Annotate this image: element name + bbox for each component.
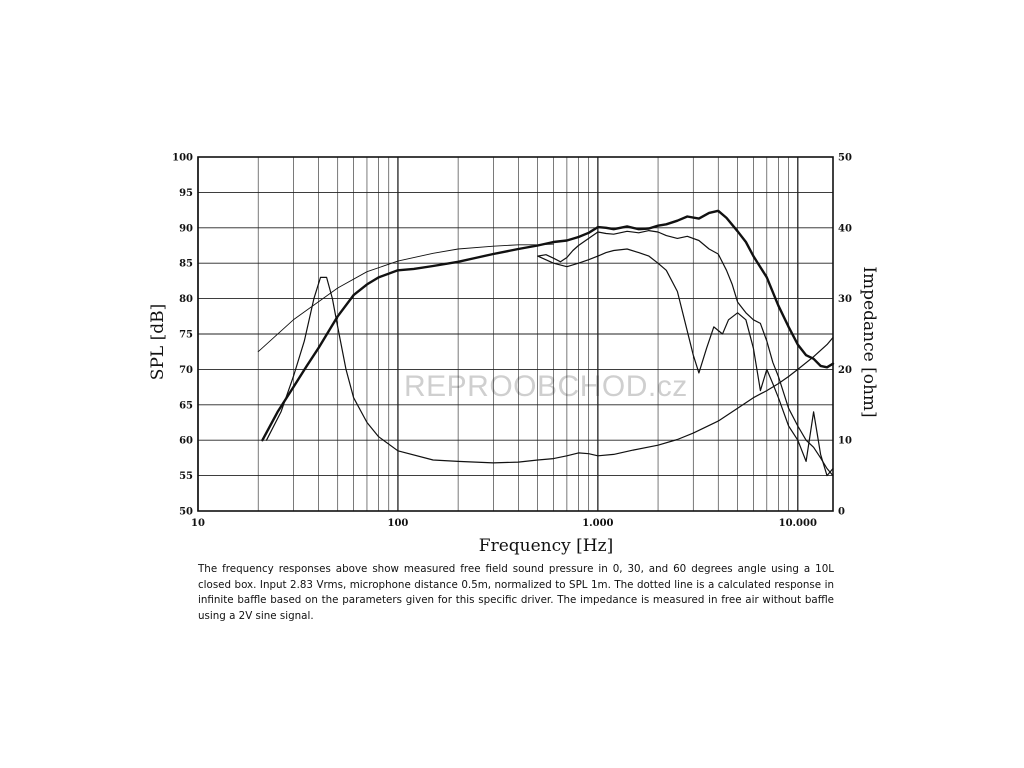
y2-tick-label: 0 xyxy=(838,507,845,518)
x-tick-label: 10 xyxy=(191,518,205,529)
chart-caption: The frequency responses above show measu… xyxy=(198,563,834,622)
spl-curve-4 xyxy=(257,243,554,353)
y2-tick-label: 40 xyxy=(838,223,852,234)
watermark-text: REPROOBCHOD.cz xyxy=(404,370,688,403)
y-tick-label: 70 xyxy=(179,365,193,376)
y2-tick-label: 30 xyxy=(838,294,852,305)
x-tick-label: 100 xyxy=(387,518,408,529)
y-axis-label: SPL [dB] xyxy=(148,304,168,380)
impedance-curve xyxy=(265,276,834,464)
y-tick-label: 50 xyxy=(179,507,193,518)
y2-axis-label: Impedance [ohm] xyxy=(859,266,879,417)
spl-curve-1 xyxy=(261,209,835,442)
x-tick-label: 10.000 xyxy=(779,518,817,529)
y-tick-label: 95 xyxy=(179,188,193,199)
y2-tick-label: 10 xyxy=(838,436,852,447)
y-tick-label: 60 xyxy=(179,436,193,447)
y-tick-label: 100 xyxy=(172,153,193,164)
x-tick-label: 1.000 xyxy=(582,518,613,529)
y2-tick-label: 50 xyxy=(838,153,852,164)
chart-grid xyxy=(197,156,834,512)
spl-curve-3 xyxy=(537,248,834,477)
y-tick-label: 85 xyxy=(179,259,193,270)
y-tick-label: 90 xyxy=(179,223,193,234)
chart-series-layer xyxy=(257,209,835,477)
y-tick-label: 65 xyxy=(179,400,193,411)
y-tick-label: 75 xyxy=(179,330,193,341)
y2-tick-label: 20 xyxy=(838,365,852,376)
x-axis-label: Frequency [Hz] xyxy=(479,536,613,556)
y-tick-label: 80 xyxy=(179,294,193,305)
y-tick-label: 55 xyxy=(179,471,193,482)
plot-frame xyxy=(197,156,834,512)
spl-curve-2 xyxy=(537,230,834,477)
